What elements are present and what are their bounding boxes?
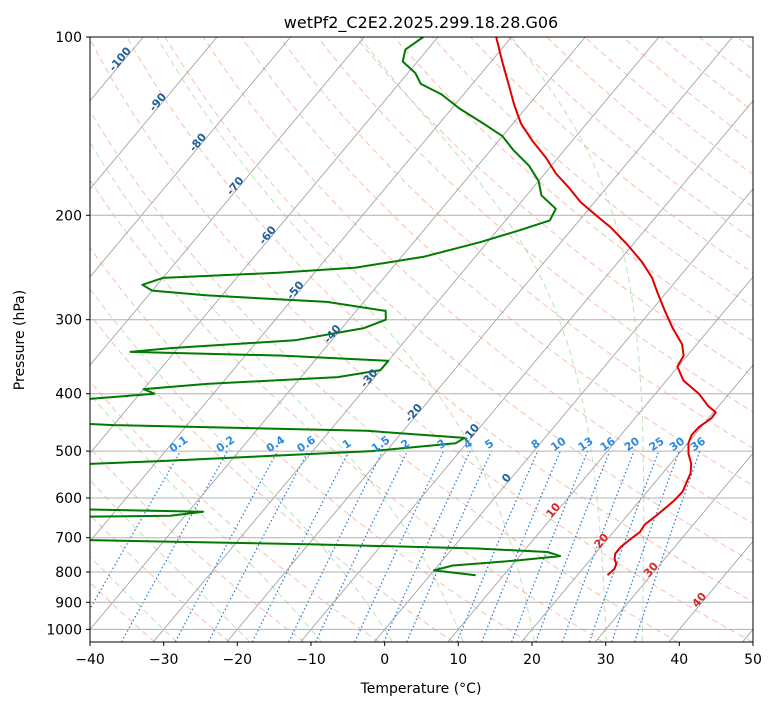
isotherm bbox=[90, 37, 291, 278]
dry-adiabat bbox=[393, 37, 753, 342]
isotherm bbox=[90, 37, 218, 190]
y-tick-label: 400 bbox=[55, 387, 82, 403]
x-tick-label: 50 bbox=[744, 652, 762, 668]
isotherm bbox=[594, 452, 753, 642]
x-tick-label: 0 bbox=[380, 652, 389, 668]
dry-adiabat bbox=[317, 37, 753, 413]
dry-adiabat bbox=[90, 247, 529, 642]
mixing-ratio-line bbox=[634, 450, 701, 642]
dry-adiabat bbox=[240, 37, 753, 487]
moist-adiabat bbox=[90, 141, 464, 642]
y-tick-label: 500 bbox=[55, 444, 82, 460]
dry-adiabat bbox=[355, 37, 753, 377]
mixing-ratio-line bbox=[456, 450, 539, 642]
dry-adiabat bbox=[126, 37, 753, 603]
x-tick-label: 20 bbox=[523, 652, 541, 668]
y-axis-label: Pressure (hPa) bbox=[12, 290, 28, 390]
y-tick-label: 700 bbox=[55, 531, 82, 547]
dry-adiabat bbox=[90, 313, 454, 642]
y-tick-label: 900 bbox=[55, 595, 82, 611]
moist-adiabat bbox=[90, 555, 178, 642]
x-tick-label: 40 bbox=[670, 652, 688, 668]
dry-adiabat bbox=[279, 37, 753, 449]
y-tick-label: 1000 bbox=[46, 622, 82, 638]
isotherm bbox=[90, 37, 365, 366]
dry-adiabat bbox=[90, 380, 380, 642]
dry-adiabat bbox=[202, 37, 753, 524]
x-tick-label: −40 bbox=[75, 652, 105, 668]
dewpoint-line bbox=[90, 37, 562, 577]
x-tick-label: 30 bbox=[597, 652, 615, 668]
dry-adiabat bbox=[90, 447, 305, 642]
plot-area: 0.1 0.2 0.4 0.6 1 1.5 2 3 4 5 8 10 13 16 20 25 30 36-100-… bbox=[90, 37, 753, 642]
mixing-ratio-line bbox=[251, 450, 350, 642]
mixing-ratio-line bbox=[611, 450, 680, 642]
x-tick-label: −20 bbox=[223, 652, 253, 668]
isotherm bbox=[373, 188, 753, 642]
mixing-ratio-line bbox=[511, 450, 589, 642]
mixing-ratio-lines bbox=[90, 450, 701, 642]
moist-adiabat bbox=[90, 288, 394, 642]
y-tick-label: 300 bbox=[55, 313, 82, 329]
y-tick-label: 800 bbox=[55, 565, 82, 581]
dry-adiabat bbox=[90, 109, 678, 642]
mixing-ratio-line bbox=[535, 450, 611, 642]
dry-adiabat bbox=[164, 37, 753, 563]
mixing-ratio-line bbox=[561, 450, 635, 642]
isotherm bbox=[90, 37, 439, 454]
mixing-ratio-line bbox=[588, 450, 660, 642]
moist-adiabat bbox=[511, 37, 645, 642]
x-tick-label: −30 bbox=[149, 652, 179, 668]
isotherm bbox=[521, 364, 753, 642]
plot-frame bbox=[89, 36, 754, 643]
chart-title: wetPf2_C2E2.2025.299.18.28.G06 bbox=[284, 13, 558, 33]
isotherm bbox=[447, 276, 753, 642]
dry-adiabats bbox=[90, 37, 753, 642]
x-tick-label: 10 bbox=[449, 652, 467, 668]
mixing-ratio-line bbox=[383, 450, 471, 642]
isobar-gridlines bbox=[90, 37, 753, 630]
mixing-ratio-line bbox=[288, 450, 384, 642]
moist-adiabat bbox=[156, 37, 535, 642]
x-axis-ticks: −40 −30 −20 −10 0 10 20 30 40 50 bbox=[75, 642, 762, 668]
y-tick-label: 200 bbox=[55, 208, 82, 224]
dry-adiabat bbox=[90, 179, 604, 642]
y-tick-label: 600 bbox=[55, 491, 82, 507]
moist-adiabat bbox=[90, 393, 322, 642]
mixing-ratio-line bbox=[406, 450, 492, 642]
isotherm bbox=[300, 100, 753, 642]
isotherms bbox=[90, 37, 753, 642]
y-axis-ticks: 100 200 300 400 500 600 700 800 900 1000 bbox=[46, 30, 90, 638]
y-tick-label: 100 bbox=[55, 30, 82, 46]
temperature-line bbox=[495, 37, 717, 576]
mixing-ratio-line bbox=[174, 450, 279, 642]
dry-adiabat bbox=[90, 514, 230, 642]
isotherm bbox=[152, 37, 660, 642]
isotherm bbox=[226, 37, 733, 642]
x-tick-label: −10 bbox=[296, 652, 326, 668]
x-axis-label: Temperature (°C) bbox=[360, 681, 482, 697]
dry-adiabat bbox=[90, 581, 156, 642]
sounding-curves bbox=[90, 37, 717, 577]
